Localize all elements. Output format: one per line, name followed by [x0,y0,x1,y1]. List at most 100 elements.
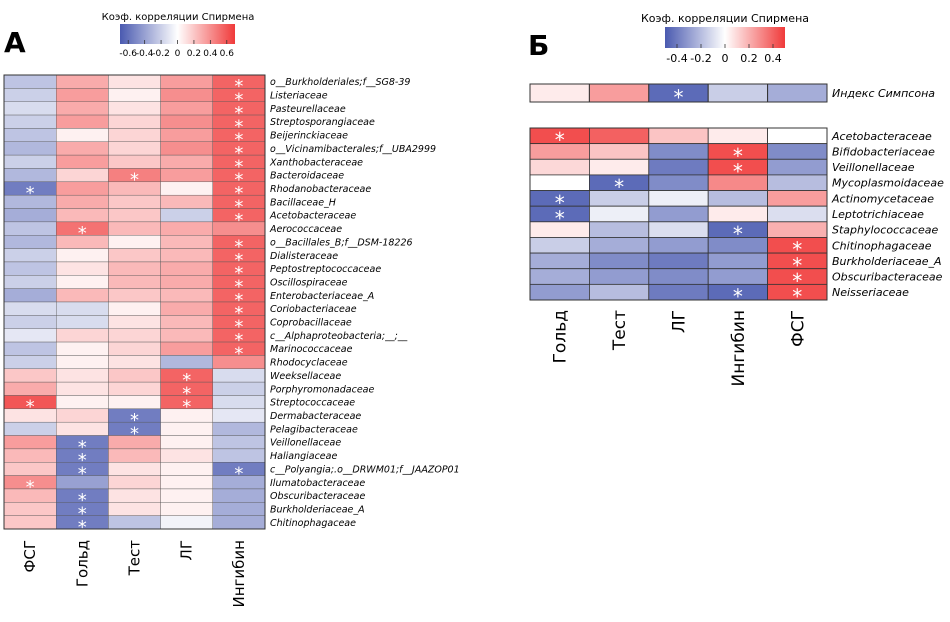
panel-a-cell [3,448,57,463]
panel-a-cell [212,221,266,236]
panel-a-row-label: Aerococcaceae [269,224,342,235]
significance-marker: * [234,343,243,364]
significance-marker: * [234,183,243,204]
significance-marker: * [234,76,243,97]
significance-marker: * [614,175,624,199]
panel-a-cell [3,154,57,169]
panel-a-cell [160,194,214,209]
panel-a-cell [56,235,109,249]
panel-a-cell [3,381,57,396]
panel-b-frame [529,127,828,301]
panel-a-legend-title: Коэф. корреляции Спирмена [102,12,255,23]
panel-a-row-label: Streptococcaceae [270,398,355,409]
panel-a-cell [56,275,109,289]
panel-a-cell [56,101,109,116]
panel-b-cell [529,158,590,176]
panel-a-cell [108,261,161,276]
panel-b-cell [589,143,650,160]
panel-a-row-label: Pelagibacteraceae [270,424,358,435]
panel-a-label: А [4,26,26,59]
panel-b-cell [529,252,590,270]
panel-a-cell [56,194,109,209]
significance-marker: * [792,285,802,309]
panel-a-row-label: Oscillospiraceae [270,277,348,288]
panel-a-cell [160,114,214,129]
significance-marker: * [234,210,243,231]
panel-a-cell [3,101,57,116]
panel-a-cell [160,408,214,423]
panel-a-cell [212,515,266,530]
significance-marker: * [78,517,87,538]
panel-a-cell [3,128,57,142]
panel-a-cell [108,301,161,316]
panel-a-cell [108,88,161,102]
significance-marker: * [234,263,243,284]
significance-marker: * [182,397,191,418]
panel-b-cell [529,283,590,301]
panel-a-cell [160,168,214,183]
panel-b-cell [529,221,590,238]
panel-a-cell [212,355,266,369]
panel-a-cell [160,275,214,289]
panel-a-cell [160,88,214,102]
panel-a-column-label: Ингибин [230,540,248,607]
panel-b-label: Б [528,29,549,62]
panel-a-cell [108,288,161,303]
panel-b-cell [648,158,709,176]
panel-b-cell [589,221,650,238]
panel-a-cell [108,181,161,196]
significance-marker: * [555,206,565,230]
significance-marker: * [234,330,243,351]
panel-a-row-label: Burkholderiaceae_A [270,504,365,515]
panel-a-row-label: o__Bacillales_B;f__DSM-18226 [270,237,413,248]
panel-a-row-label: c__Alphaproteobacteria;__;__ [270,331,408,342]
panel-a-row-label: Coriobacteriaceae [270,304,357,315]
panel-b-column-label: Гольд [551,310,571,363]
panel-b-row-label: Staphylococcaceae [832,224,938,237]
panel-a-row-label: o__Burkholderiales;f__SG8-39 [270,77,410,88]
panel-a-cell [3,235,57,249]
panel-a-cell [160,315,214,329]
panel-a-cell [3,141,57,156]
colorbar-tick-label: -0.2 [152,49,170,59]
panel-a-cell [108,208,161,223]
significance-marker: * [792,253,802,277]
panel-a-cell [108,328,161,343]
panel-a-cell [160,221,214,236]
colorbar-tick-label: 0 [722,52,729,65]
panel-a-cell [160,248,214,263]
panel-b-cell [648,127,709,145]
significance-marker: * [78,450,87,471]
panel-a-cell [160,462,214,476]
significance-marker: * [234,236,243,257]
panel-a-cell [3,488,57,503]
panel-a-column-labels: ФСГ Гольд Тест ЛГ Ингибин [21,540,248,608]
panel-a-cell [56,114,109,129]
significance-marker: * [78,504,87,525]
panel-a-cell [3,301,57,316]
panel-a-cell [56,421,109,436]
panel-b-cell [707,252,769,270]
panel-a-cell [160,235,214,249]
panel-b-cell [648,205,709,223]
panel-a-cell [3,315,57,329]
significance-marker: * [234,463,243,484]
panel-b-cell [767,143,828,160]
panel-a-row-label: o__Vicinamibacterales;f__UBA2999 [270,144,436,155]
significance-marker: * [182,383,191,404]
significance-marker: * [234,170,243,191]
panel-b-cell [648,174,709,191]
panel-a-cell [56,381,109,396]
panel-a-cell [160,341,214,356]
panel-b-cell [529,268,590,285]
panel-b-index-cell [529,83,590,103]
colorbar-tick-label: 0.4 [764,52,782,65]
panel-b-column-label: Тест [610,310,630,351]
panel-a-cell [56,261,109,276]
significance-marker: * [792,269,802,293]
panel-a-cell [56,141,109,156]
panel-a-cell [108,275,161,289]
panel-b-row-label: Acetobacteraceae [831,130,932,143]
panel-b-cell [767,158,828,176]
significance-marker: * [182,370,191,391]
